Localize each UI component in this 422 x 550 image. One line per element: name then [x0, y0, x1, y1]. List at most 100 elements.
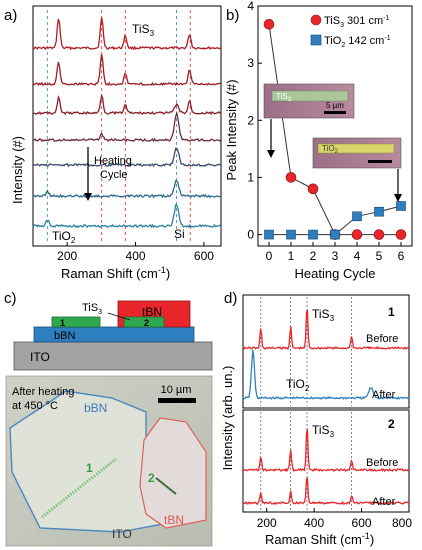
- panel-a-letter: a): [4, 7, 17, 24]
- panel-b-inset-tis3: TiS3 5 µm: [263, 83, 355, 119]
- panel-a-spectra: [32, 17, 222, 229]
- b-x-tick-label: 3: [332, 249, 339, 263]
- d-spectrum-3: [242, 477, 410, 506]
- b-point-tis3: [307, 183, 319, 195]
- legend-tis3-marker: [310, 14, 322, 26]
- box1-before-label: Before: [366, 333, 398, 345]
- panel-b-series-lines: [268, 24, 402, 236]
- d-x-tick-label: 800: [392, 516, 412, 530]
- panel-b-letter: b): [226, 7, 239, 24]
- b-point-tio2: [330, 229, 340, 240]
- photo-caption-line1: After heating: [12, 386, 74, 398]
- flake-1-outline: [41, 457, 117, 519]
- inset-tio2-scale-bar: [368, 160, 392, 163]
- b-y-tick-label: 0: [247, 228, 254, 242]
- panel-d-ylabel: Intensity (arb. un.): [220, 366, 235, 471]
- b-y-tick-label: 1: [247, 170, 254, 184]
- a-spectrum-2: [32, 93, 222, 116]
- panel-b: b) Peak Intensity (#) 0 1 2 3 4 0 1 2 3 4 5 6 TiS3 …: [224, 0, 413, 281]
- b-y-tick-label: 2: [247, 113, 254, 127]
- panel-a-tis3-label: TiS3: [132, 22, 155, 38]
- d-spectrum-1: [242, 349, 409, 400]
- panel-d-box-2: [242, 409, 410, 513]
- a-spectrum-0: [33, 17, 222, 51]
- b-point-tio2: [264, 229, 274, 240]
- box2-number: 2: [388, 417, 395, 431]
- photo-flake-2-label: 2: [148, 471, 155, 485]
- tbn-outline: [139, 417, 207, 529]
- panel-a-ylabel: Intensity (#): [10, 136, 25, 204]
- d-x-tick-label: 400: [304, 516, 324, 530]
- flake-1-label: 1: [60, 318, 65, 328]
- ito-layer-label: ITO: [30, 350, 50, 364]
- d-x-tick-label: 600: [352, 516, 372, 530]
- panel-b-legend: TiS3 301 cm-1 TiO2 142 cm-1: [310, 14, 391, 49]
- box1-tio2-label: TiO2: [286, 377, 310, 393]
- box1-tis3-label: TiS3: [312, 307, 335, 323]
- b-point-tis3: [373, 229, 385, 240]
- box2-tis3-label: TiS3: [312, 423, 335, 439]
- a-spectrum-6: [32, 204, 222, 229]
- d-spectrum-2: [242, 428, 410, 473]
- panel-a-xlabel: Raman Shift (cm-1): [61, 265, 170, 281]
- d-x-tick-label: 200: [257, 516, 277, 530]
- panel-b-inset-tio2: TiO2: [312, 137, 402, 169]
- legend-tio2-label: TiO2 142 cm-1: [324, 35, 391, 49]
- b-point-tio2: [286, 229, 296, 240]
- panel-d-spectra: [242, 309, 410, 506]
- bbn-layer-label: bBN: [54, 330, 75, 342]
- b-x-tick-label: 2: [310, 249, 317, 263]
- bbn-layer: [33, 326, 195, 343]
- panel-a: a) Intensity (#) 200 400 600 TiS3 Heating …: [4, 5, 222, 281]
- b-point-tis3: [351, 229, 363, 240]
- legend-tis3-label: TiS3 301 cm-1: [324, 15, 389, 29]
- photo-tbn-label: tBN: [164, 513, 184, 527]
- photo-caption-line2: at 450 °C: [12, 400, 58, 412]
- photo-scale-bar: [158, 398, 196, 403]
- flake-2-label: 2: [144, 318, 149, 328]
- panel-b-markers: [263, 18, 407, 240]
- photo-flake-1-label: 1: [86, 461, 93, 475]
- a-spectrum-3: [32, 110, 222, 143]
- b-point-tio2: [374, 206, 384, 217]
- d-spectrum-0: [242, 309, 410, 351]
- panel-b-xlabel: Heating Cycle: [295, 266, 376, 281]
- panel-a-tio2-label: TiO2: [52, 229, 76, 245]
- inset-tis3-label: TiS3: [276, 92, 292, 103]
- panel-b-ylabel: Peak Intensity (#): [224, 79, 239, 180]
- panel-c-letter: c): [4, 290, 17, 307]
- b-y-tick-label: 3: [247, 56, 254, 70]
- panel-a-dashed-markers: [46, 10, 191, 242]
- layer-stack: ITO bBN 1 2 tBN TiS3: [13, 300, 213, 371]
- inset-tio2-label: TiO2: [322, 144, 339, 155]
- inset-tis3-scale-bar: [324, 111, 346, 114]
- box2-before-label: Before: [366, 457, 398, 469]
- box2-after-label: After: [372, 496, 396, 508]
- box1-number: 1: [388, 305, 395, 319]
- photo-scale-label: 10 µm: [161, 384, 192, 396]
- photo-bbn-label: bBN: [84, 401, 107, 415]
- optical-micrograph: After heating at 450 °C 10 µm bBN tBN IT…: [5, 375, 213, 547]
- b-x-tick-label: 5: [376, 249, 383, 263]
- panel-b-inset-arrows: [267, 119, 402, 202]
- b-x-tick-label: 1: [288, 249, 295, 263]
- stack-tis3-label: TiS3: [82, 302, 102, 316]
- b-point-tio2: [352, 211, 362, 222]
- b-point-tio2: [308, 229, 318, 240]
- a-x-tick-label: 200: [57, 249, 77, 263]
- a-spectrum-1: [32, 54, 222, 87]
- panel-a-heating-label: Heating: [94, 155, 132, 167]
- panel-d-x-ticks: 200 400 600 800: [257, 508, 412, 530]
- panel-a-x-ticks: 200 400 600: [57, 242, 214, 263]
- b-point-tio2: [396, 201, 406, 211]
- a-spectrum-5: [32, 179, 221, 199]
- panel-d: d) Intensity (arb. un.) 200 400 600 800 1 T…: [220, 290, 412, 547]
- b-point-tis3: [285, 172, 297, 183]
- b-series-line-0: [268, 24, 401, 236]
- b-y-tick-label: 4: [247, 0, 254, 13]
- panel-d-letter: d): [224, 290, 237, 307]
- panel-a-si-label: Si: [174, 227, 185, 241]
- flake-1-layer: [51, 316, 101, 328]
- panel-d-box-1: [242, 294, 410, 409]
